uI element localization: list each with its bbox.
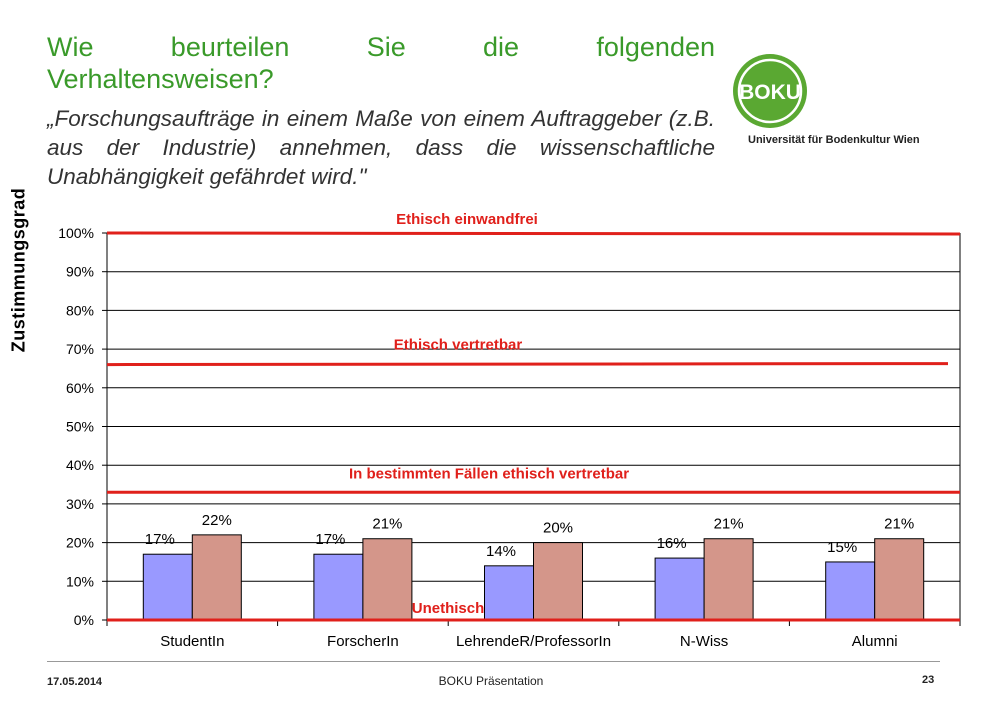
- bar-series1: [313, 553, 364, 621]
- data-label: 21%: [884, 516, 914, 533]
- footer-title: BOKU Präsentation: [438, 674, 544, 688]
- bar-series2: [874, 538, 925, 621]
- slide-title-line2: Verhaltensweisen?: [47, 64, 274, 94]
- question-quote: „Forschungsaufträge in einem Maße von ei…: [47, 106, 715, 189]
- data-labels: 17% 22% 17% 21% 14% 20% 16% 21% 15% 21%: [145, 512, 914, 560]
- y-tick-label: 60%: [66, 380, 94, 396]
- y-tick-label: 90%: [66, 264, 94, 280]
- threshold-line: [106, 362, 949, 367]
- data-label: 21%: [714, 516, 744, 533]
- y-tick-label: 80%: [66, 302, 94, 318]
- threshold-line: [106, 231, 961, 236]
- y-tick-label: 20%: [66, 535, 94, 551]
- bar-series1: [484, 565, 534, 621]
- bar-series2: [703, 538, 754, 621]
- y-tick-label: 30%: [66, 496, 94, 512]
- bar-series1: [825, 561, 876, 621]
- footer-divider: [47, 661, 940, 662]
- y-tick-label: 70%: [66, 341, 94, 357]
- x-category-label: StudentIn: [160, 633, 224, 650]
- y-tick-label: 100%: [58, 225, 94, 241]
- y-tick-label: 50%: [66, 419, 94, 435]
- threshold-label: Unethisch: [412, 600, 485, 617]
- data-label: 17%: [315, 531, 345, 548]
- x-category-label: LehrendeR/ProfessorIn: [456, 633, 611, 650]
- boku-logo-icon: BOKU: [731, 52, 809, 130]
- footer-date: 17.05.2014: [47, 676, 103, 688]
- page-number: 23: [922, 674, 935, 686]
- bar-series2: [533, 542, 583, 621]
- bar-series1: [142, 553, 193, 621]
- slide-title: Wie beurteilen Sie die folgenden: [47, 32, 715, 62]
- data-label: 14%: [486, 543, 516, 560]
- y-tick-label: 10%: [66, 573, 94, 589]
- threshold-label: Ethisch vertretbar: [394, 337, 523, 354]
- x-category-label: ForscherIn: [327, 633, 399, 650]
- threshold-lines: Ethisch einwandfrei Ethisch vertretbar In …: [106, 211, 961, 622]
- bar-series2: [362, 538, 413, 621]
- x-category-label: N-Wiss: [680, 633, 728, 650]
- x-category-label: Alumni: [852, 633, 898, 650]
- data-label: 16%: [657, 535, 687, 552]
- y-tick-label: 40%: [66, 457, 94, 473]
- bars: [142, 534, 925, 621]
- university-name: Universität für Bodenkultur Wien: [748, 134, 920, 146]
- data-label: 21%: [372, 516, 402, 533]
- threshold-label: In bestimmten Fällen ethisch vertretbar: [349, 465, 629, 482]
- y-tick-label: 0%: [74, 612, 94, 628]
- data-label: 22%: [202, 512, 232, 529]
- logo-text: BOKU: [739, 81, 801, 104]
- bar-series1: [654, 557, 705, 621]
- threshold-label: Ethisch einwandfrei: [396, 211, 538, 228]
- data-label: 15%: [827, 539, 857, 556]
- y-ticks: 0% 10% 20% 30% 40% 50% 60% 70% 80% 90% 100%: [58, 225, 107, 628]
- bar-series2: [191, 534, 242, 621]
- data-label: 20%: [543, 520, 573, 537]
- x-categories: StudentIn ForscherIn LehrendeR/ProfessorIn…: [106, 620, 961, 650]
- data-label: 17%: [145, 531, 175, 548]
